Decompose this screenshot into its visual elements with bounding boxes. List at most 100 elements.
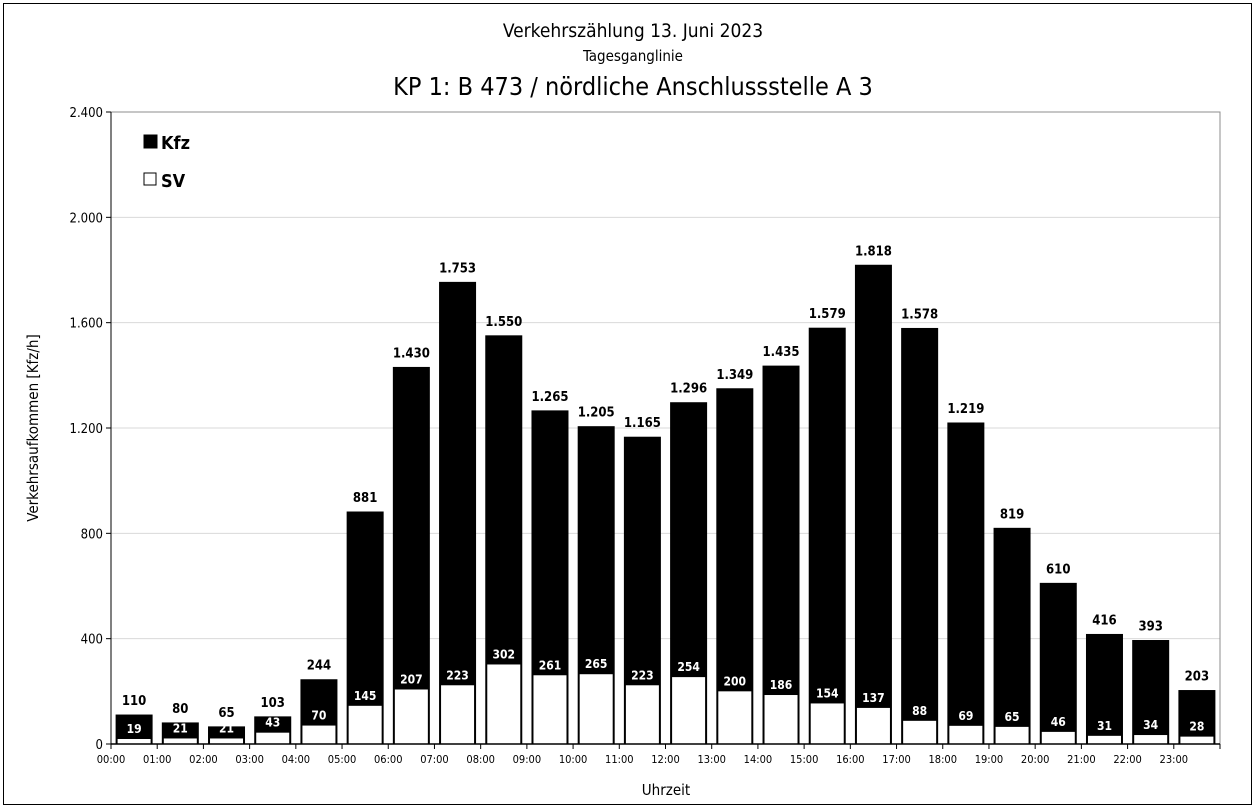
bar-sv — [764, 695, 798, 744]
legend-label-kfz: Kfz — [161, 133, 190, 154]
bar-kfz — [1178, 690, 1216, 745]
y-tick-label: 0 — [96, 738, 103, 753]
x-tick-label: 00:00 — [97, 753, 126, 766]
data-label-kfz: 1.165 — [624, 416, 661, 431]
x-tick-label: 17:00 — [882, 753, 911, 766]
bar-sv — [995, 726, 1029, 744]
data-label-sv: 154 — [816, 686, 839, 700]
bar-sv — [949, 725, 983, 744]
data-label-sv: 21 — [219, 721, 234, 735]
bar-sv — [441, 685, 475, 744]
bar-kfz — [1132, 640, 1170, 745]
bar-sv — [302, 725, 336, 744]
data-label-kfz: 610 — [1046, 562, 1070, 577]
bar-kfz — [716, 388, 754, 745]
data-label-kfz: 203 — [1185, 670, 1209, 685]
x-tick-label: 03:00 — [235, 753, 264, 766]
data-label-sv: 145 — [354, 689, 377, 703]
data-label-kfz: 1.430 — [393, 346, 430, 361]
x-tick-label: 08:00 — [466, 753, 495, 766]
chart-title: Verkehrszählung 13. Juni 2023 — [503, 20, 763, 42]
bar-sv — [163, 738, 197, 744]
legend-label-sv: SV — [161, 171, 186, 192]
chart-subtitle: Tagesganglinie — [582, 47, 683, 65]
bar-sv — [810, 703, 844, 744]
y-axis: 0 400 800 1.200 1.600 2.000 2.400 — [70, 106, 111, 753]
bar-sv — [856, 707, 890, 744]
x-tick-label: 19:00 — [975, 753, 1004, 766]
bar-sv — [579, 674, 613, 744]
data-label-kfz: 416 — [1092, 613, 1116, 628]
x-tick-label: 14:00 — [744, 753, 773, 766]
bar-kfz — [392, 366, 430, 745]
data-label-sv: 19 — [127, 722, 142, 736]
bar-sv — [1041, 731, 1075, 744]
bar-kfz — [901, 327, 939, 745]
data-label-kfz: 1.205 — [578, 406, 615, 421]
bar-sv — [1087, 735, 1121, 744]
x-tick-label: 13:00 — [697, 753, 726, 766]
data-label-kfz: 393 — [1138, 620, 1162, 635]
data-label-sv: 265 — [585, 657, 608, 671]
bar-sv — [903, 720, 937, 744]
bar-sv — [718, 691, 752, 744]
x-tick-label: 18:00 — [928, 753, 957, 766]
bar-sv — [117, 738, 151, 744]
legend: Kfz SV — [143, 133, 190, 192]
legend-swatch-sv — [143, 172, 157, 186]
data-label-sv: 46 — [1051, 715, 1066, 729]
data-label-sv: 302 — [492, 647, 515, 661]
x-tick-label: 06:00 — [374, 753, 403, 766]
bar-kfz — [993, 527, 1031, 745]
bar-sv — [487, 664, 521, 744]
data-label-kfz: 1.818 — [855, 244, 892, 259]
data-label-sv: 69 — [958, 709, 973, 723]
data-label-sv: 65 — [1005, 710, 1020, 724]
data-label-kfz: 1.219 — [947, 402, 984, 417]
bar-kfz — [854, 264, 892, 745]
data-label-sv: 207 — [400, 672, 423, 686]
bar-sv — [672, 677, 706, 744]
data-label-kfz: 1.349 — [716, 368, 753, 383]
data-label-kfz: 80 — [172, 702, 188, 717]
data-label-kfz: 1.296 — [670, 382, 707, 397]
x-tick-label: 07:00 — [420, 753, 449, 766]
x-tick-label: 21:00 — [1067, 753, 1096, 766]
data-label-sv: 88 — [912, 704, 927, 718]
bar-sv — [533, 675, 567, 744]
x-tick-label: 12:00 — [651, 753, 680, 766]
data-label-sv: 28 — [1189, 720, 1204, 734]
y-axis-label: Verkehrsaufkommen [Kfz/h] — [24, 334, 42, 522]
data-label-sv: 200 — [724, 674, 747, 688]
x-axis-label: Uhrzeit — [642, 781, 690, 799]
y-tick-label: 2.000 — [70, 211, 103, 226]
data-label-sv: 43 — [265, 716, 280, 730]
x-tick-label: 01:00 — [143, 753, 172, 766]
data-label-sv: 223 — [631, 668, 654, 682]
bar-sv — [210, 738, 244, 744]
bar-sv — [394, 689, 428, 744]
y-tick-label: 1.200 — [70, 422, 103, 437]
x-tick-label: 05:00 — [328, 753, 357, 766]
data-label-kfz: 1.753 — [439, 261, 476, 276]
data-label-sv: 254 — [677, 660, 700, 674]
bar-sv — [1134, 735, 1168, 744]
data-label-kfz: 1.265 — [531, 390, 568, 405]
data-label-kfz: 65 — [218, 706, 234, 721]
chart-heading: KP 1: B 473 / nördliche Anschlussstelle … — [393, 72, 873, 101]
data-label-kfz: 1.578 — [901, 307, 938, 322]
data-label-kfz: 103 — [261, 696, 285, 711]
y-tick-label: 800 — [81, 527, 103, 542]
data-label-sv: 137 — [862, 691, 885, 705]
bar-sv — [348, 705, 382, 744]
data-label-sv: 186 — [770, 678, 793, 692]
data-label-sv: 70 — [311, 709, 326, 723]
data-label-sv: 21 — [173, 721, 188, 735]
data-label-sv: 31 — [1097, 719, 1112, 733]
bar-sv — [625, 685, 659, 744]
x-tick-label: 20:00 — [1021, 753, 1050, 766]
bar-kfz — [947, 422, 985, 745]
bar-kfz — [762, 365, 800, 745]
bar-kfz — [808, 327, 846, 745]
